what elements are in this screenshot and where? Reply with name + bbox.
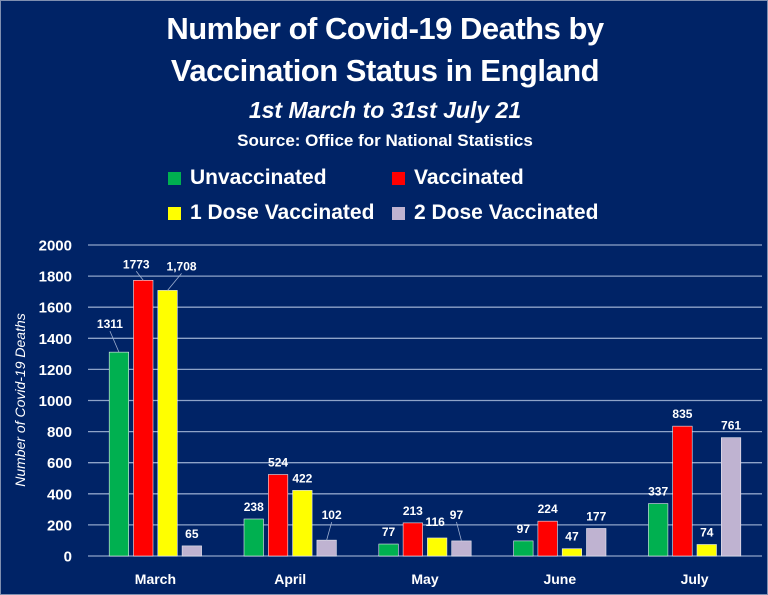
legend-label: 1 Dose Vaccinated <box>190 201 375 224</box>
leader-line <box>326 522 333 541</box>
legend-label: 2 Dose Vaccinated <box>414 201 599 224</box>
x-category-label: July <box>681 571 709 587</box>
chart-title-line-2: Vaccination Status in England <box>170 53 600 88</box>
data-label: 1311 <box>97 317 123 331</box>
y-tick-label: 1800 <box>39 269 72 286</box>
bar <box>586 528 607 557</box>
x-category-label: March <box>135 571 176 587</box>
legend-swatch-2-dose <box>392 206 405 220</box>
y-tick-label: 1400 <box>39 331 72 348</box>
y-tick-label: 200 <box>47 517 72 534</box>
bar <box>292 490 313 557</box>
x-category-label: April <box>274 571 306 587</box>
data-label: 524 <box>268 456 288 470</box>
bar <box>108 351 129 557</box>
legend-swatch-unvaccinated <box>168 171 181 185</box>
legend-item-1-dose: 1 Dose Vaccinated <box>168 201 374 225</box>
bar <box>316 539 337 557</box>
data-label: 1,708 <box>167 259 197 273</box>
x-category-label: May <box>411 571 438 587</box>
y-tick-label: 0 <box>64 549 72 566</box>
bar <box>402 522 423 557</box>
data-label: 102 <box>322 508 342 522</box>
chart-source: Source: Office for National Statistics <box>237 131 533 150</box>
y-tick-label: 600 <box>47 455 72 472</box>
legend-swatch-1-dose <box>168 206 181 220</box>
data-label: 97 <box>450 508 464 522</box>
data-label: 224 <box>538 502 558 516</box>
bar <box>181 545 202 557</box>
bar <box>648 503 669 557</box>
bar <box>513 540 534 557</box>
x-category-label: June <box>543 571 576 587</box>
y-axis-label: Number of Covid-19 Deaths <box>12 313 28 487</box>
bar <box>561 548 583 557</box>
y-tick-label: 2000 <box>39 238 72 255</box>
data-label: 116 <box>425 515 445 529</box>
data-label: 422 <box>292 471 312 485</box>
leader-line <box>109 330 120 353</box>
y-tick-label: 1000 <box>39 393 72 410</box>
leader-line <box>456 521 462 542</box>
chart-title-line-1: Number of Covid-19 Deaths by <box>166 11 604 46</box>
bar <box>451 540 472 557</box>
bar <box>378 543 399 557</box>
legend-item-2-dose: 2 Dose Vaccinated <box>392 201 598 225</box>
data-label: 97 <box>517 522 531 536</box>
data-label: 1773 <box>123 257 150 271</box>
data-label: 47 <box>565 530 579 544</box>
data-label: 337 <box>648 485 668 499</box>
y-axis-ticks: 0 200 400 600 800 1000 1200 1400 1600 1800 2000 <box>39 238 72 566</box>
bar <box>672 425 693 557</box>
legend-swatch-vaccinated <box>392 171 405 185</box>
leader-line <box>167 273 182 291</box>
data-label: 761 <box>721 419 741 433</box>
bar <box>696 544 717 557</box>
y-tick-label: 1200 <box>39 362 72 379</box>
leader-line <box>135 271 144 281</box>
data-label: 65 <box>185 527 199 541</box>
leader-lines <box>109 271 462 542</box>
chart-subtitle: 1st March to 31st July 21 <box>248 97 522 123</box>
y-tick-label: 400 <box>47 486 72 503</box>
legend-label: Unvaccinated <box>190 166 327 189</box>
bar <box>267 474 289 557</box>
legend-item-vaccinated: Vaccinated <box>392 166 524 190</box>
bar <box>720 437 742 557</box>
data-label: 77 <box>382 525 396 539</box>
data-label: 213 <box>403 504 423 518</box>
bar <box>537 520 558 557</box>
bar <box>243 518 264 557</box>
data-label: 835 <box>672 407 692 421</box>
y-tick-label: 1600 <box>39 300 72 317</box>
legend-label: Vaccinated <box>414 166 524 189</box>
bars <box>108 279 742 557</box>
y-tick-label: 800 <box>47 424 72 441</box>
data-label: 238 <box>244 500 264 514</box>
bar <box>157 290 178 557</box>
bar <box>133 279 154 557</box>
x-axis-categories: March April May June July <box>135 571 709 587</box>
legend-item-unvaccinated: Unvaccinated <box>168 166 327 190</box>
data-label: 177 <box>586 509 606 523</box>
data-label: 74 <box>700 525 714 539</box>
bar <box>427 537 448 557</box>
